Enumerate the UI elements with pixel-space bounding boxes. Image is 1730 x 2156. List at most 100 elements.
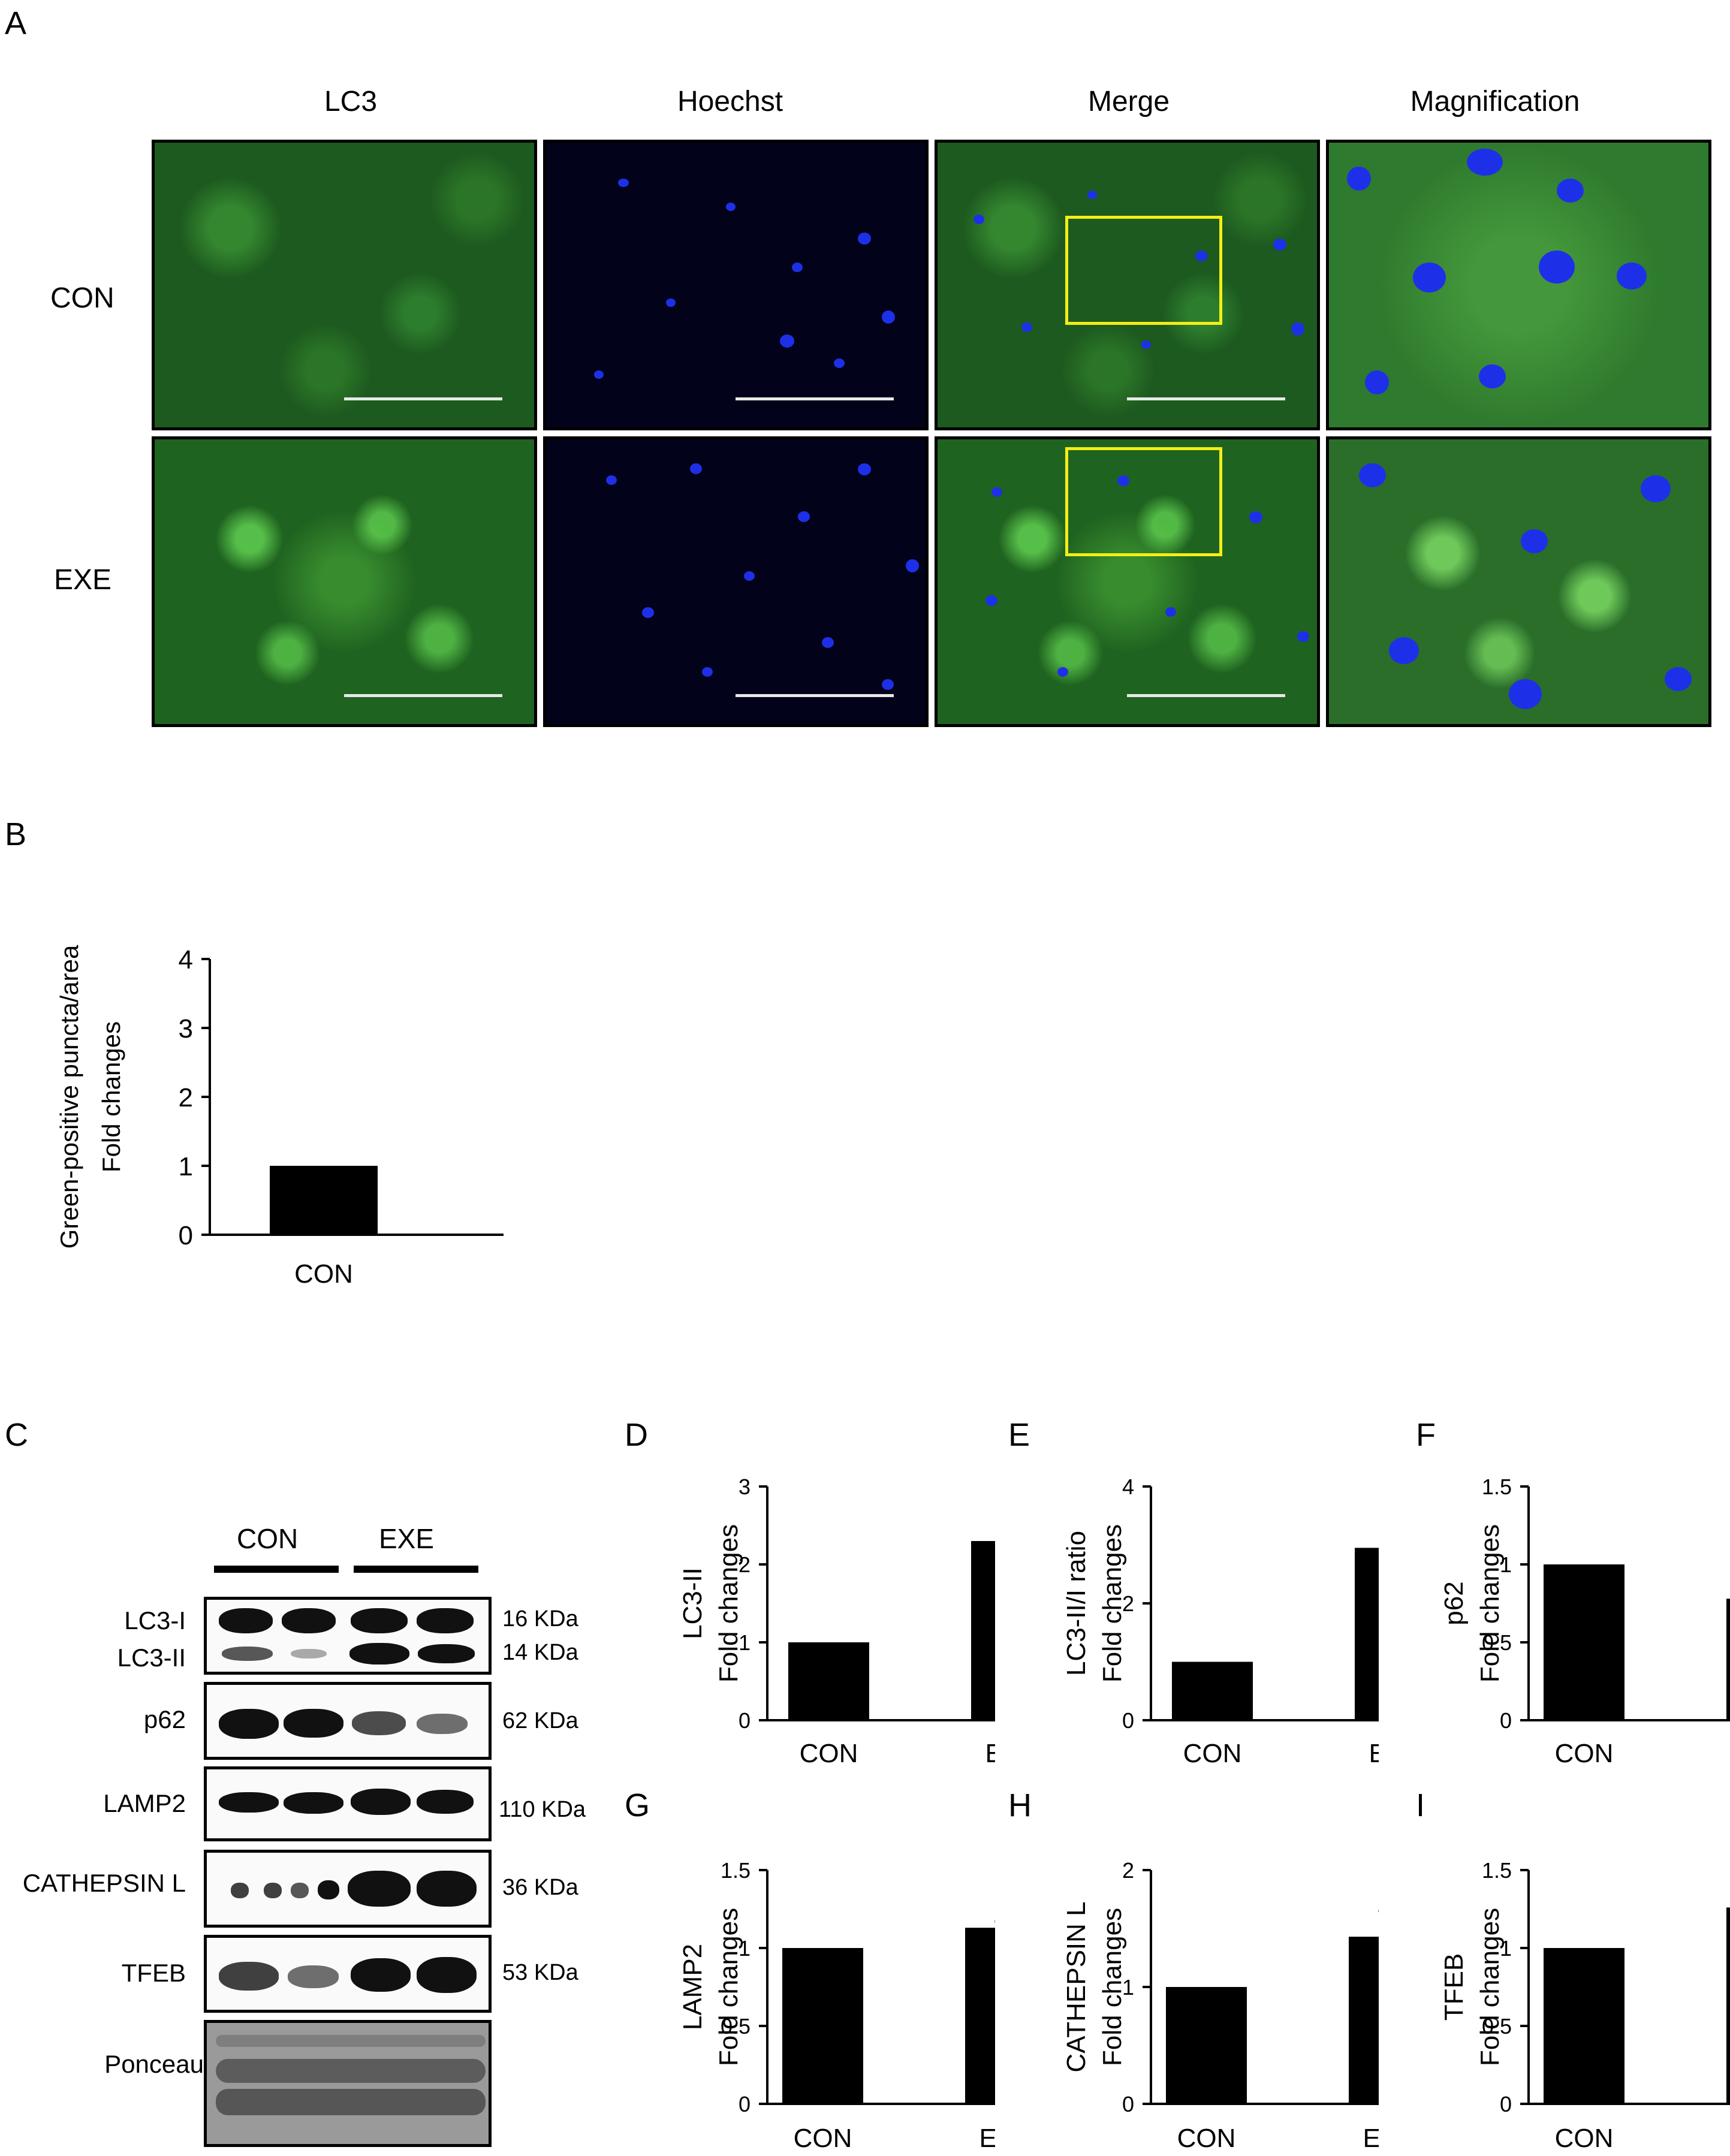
y-tick-label: 1.5 <box>1482 1858 1512 1883</box>
kda-lamp2: 110 KDa <box>499 1797 586 1822</box>
bar-exe <box>1355 1548 1379 1720</box>
y-axis-label: CATHEPSIN L <box>1062 1901 1091 2072</box>
y-tick-label: 1 <box>739 1936 751 1961</box>
y-tick-label: 0.5 <box>1482 1630 1512 1655</box>
y-axis-label: TFEB <box>1439 1953 1469 2021</box>
bar-con <box>1166 1987 1247 2104</box>
blot-ponceau <box>204 2020 492 2147</box>
bar-con <box>270 1166 378 1235</box>
y-tick-label: 1.5 <box>721 1858 751 1883</box>
bar-con <box>782 1948 863 2104</box>
blot-label-cathepsin-l: CATHEPSIN L <box>22 1869 186 1897</box>
category-label: EXE <box>1363 2124 1379 2153</box>
magnification-region-box <box>1065 447 1222 556</box>
y-tick-label: 1 <box>1500 1936 1512 1961</box>
bar-exe <box>1726 1599 1730 1720</box>
magnification-region-box <box>1065 216 1222 325</box>
panel-letter-b: B <box>5 816 27 852</box>
y-axis-label: Fold changes <box>1098 1524 1127 1682</box>
y-tick-label: 1 <box>179 1152 193 1181</box>
y-axis-label: Fold changes <box>97 1021 125 1172</box>
y-tick-label: 2 <box>179 1083 193 1112</box>
y-axis-label: Fold changes <box>1475 1524 1505 1682</box>
kda-p62: 62 KDa <box>502 1708 578 1733</box>
y-axis-label: p62 <box>1439 1581 1469 1625</box>
column-title-merge: Merge <box>1087 86 1170 117</box>
panel-letter-g: G <box>625 1787 650 1823</box>
group-bar-exe <box>354 1566 478 1573</box>
panel-letter-e: E <box>1008 1417 1030 1453</box>
micrograph-con-lc3 <box>152 140 537 430</box>
panel-letter-a: A <box>5 5 27 41</box>
y-tick-label: 4 <box>179 945 193 975</box>
micrograph-exe-lc3 <box>152 436 537 727</box>
y-axis-label: Fold changes <box>714 1524 743 1682</box>
panel-letter-c: C <box>5 1417 28 1453</box>
bar-exe <box>971 1541 995 1720</box>
blot-p62 <box>204 1682 492 1760</box>
scale-bar <box>736 397 894 400</box>
bar-con <box>1544 1948 1624 2104</box>
y-tick-label: 1 <box>739 1630 751 1655</box>
y-tick-label: 1 <box>1500 1552 1512 1577</box>
y-axis-label: Fold changes <box>1475 1908 1505 2066</box>
scale-bar <box>344 694 502 697</box>
y-axis-label: LC3-II <box>678 1567 707 1639</box>
blot-group-label-exe: EXE <box>379 1523 435 1554</box>
category-label: CON <box>794 2124 852 2153</box>
column-title-magnification: Magnification <box>1410 86 1580 117</box>
category-label: CON <box>1555 1739 1614 1768</box>
row-title-con: CON <box>50 282 114 314</box>
y-tick-label: 2 <box>1122 1858 1134 1883</box>
blot-label-p62: p62 <box>143 1705 186 1733</box>
y-tick-label: 0 <box>179 1221 193 1250</box>
category-label: CON <box>1177 2124 1236 2153</box>
y-tick-label: 1.5 <box>1482 1474 1512 1499</box>
y-tick-label: 0.5 <box>721 2014 751 2039</box>
panel-letter-i: I <box>1416 1787 1425 1823</box>
blot-tfeb <box>204 1935 492 2013</box>
panel-letter-d: D <box>625 1417 648 1453</box>
y-tick-label: 1 <box>1122 1975 1134 2000</box>
category-label: EXE <box>1369 1739 1379 1768</box>
y-axis-label: LAMP2 <box>678 1944 707 2030</box>
scale-bar <box>344 397 502 400</box>
blot-lc3 <box>204 1597 492 1675</box>
bar-exe <box>1349 1937 1379 2104</box>
category-label: EXE <box>979 2124 995 2153</box>
micrograph-con-magnification <box>1326 140 1711 430</box>
blot-lamp2 <box>204 1766 492 1841</box>
panel-letter-f: F <box>1416 1417 1436 1453</box>
panel-letter-h: H <box>1008 1787 1032 1823</box>
bar-con <box>1544 1564 1624 1720</box>
kda-lc3-i: 16 KDa <box>502 1606 578 1632</box>
y-tick-label: 2 <box>1122 1591 1134 1616</box>
group-bar-con <box>214 1566 339 1573</box>
bar-con <box>788 1642 869 1720</box>
category-label: CON <box>294 1259 353 1289</box>
y-axis-label: Fold changes <box>714 1908 743 2066</box>
y-axis-label: LC3-II/I ratio <box>1062 1531 1091 1676</box>
blot-label-tfeb: TFEB <box>121 1959 186 1987</box>
category-label: EXE <box>985 1739 995 1768</box>
category-label: CON <box>800 1739 858 1768</box>
scale-bar <box>736 694 894 697</box>
chart-b: 0 1 2 3 4 Green-positive puncta/area Fold chan… <box>55 945 504 1289</box>
kda-lc3-ii: 14 KDa <box>502 1640 578 1665</box>
y-tick-label: 0.5 <box>1482 2014 1512 2039</box>
scale-bar <box>1127 694 1285 697</box>
y-tick-label: 3 <box>179 1014 193 1044</box>
kda-cathepsin-l: 36 KDa <box>502 1875 578 1900</box>
kda-tfeb: 53 KDa <box>502 1960 578 1985</box>
y-axis-label: Green-positive puncta/area <box>55 945 83 1249</box>
row-title-exe: EXE <box>54 564 112 596</box>
y-tick-label: 0 <box>739 2092 751 2116</box>
blot-group-label-con: CON <box>237 1523 299 1554</box>
micrograph-exe-hoechst <box>543 436 929 727</box>
